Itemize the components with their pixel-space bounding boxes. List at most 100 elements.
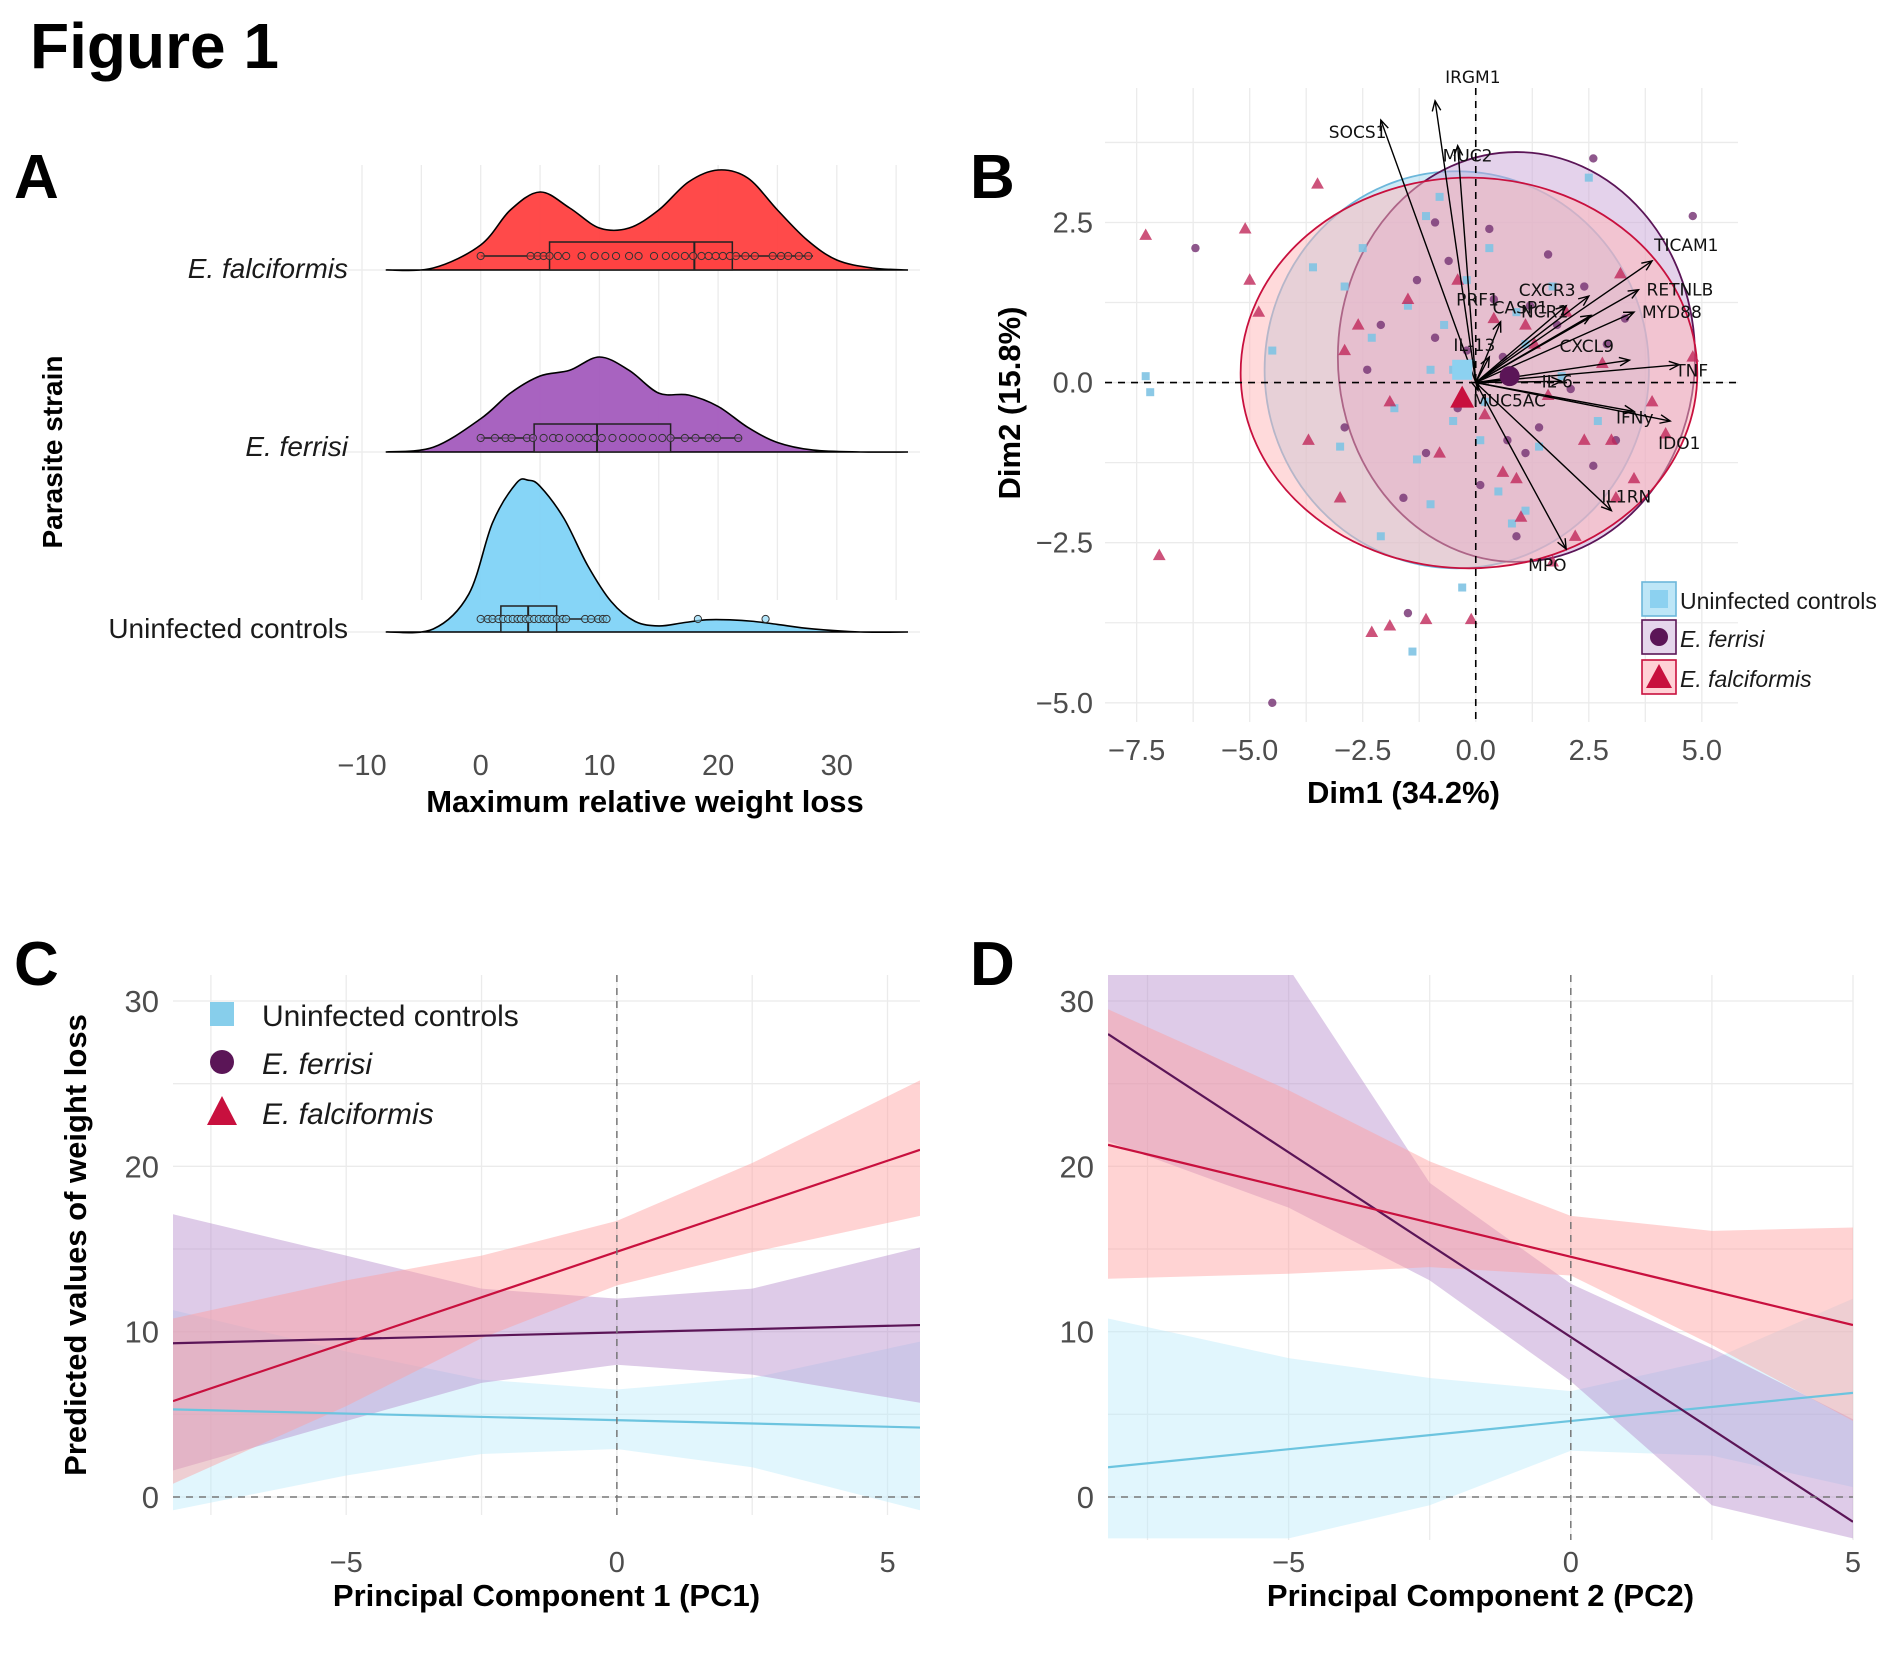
arrow-head — [1492, 320, 1502, 333]
data-point-ferrisi — [1489, 295, 1499, 304]
data-point — [697, 251, 706, 261]
data-point-falciformis — [1139, 228, 1153, 240]
data-point-falciformis — [1243, 273, 1257, 285]
data-point-falciformis — [1152, 548, 1166, 561]
confidence-band — [1108, 1009, 1853, 1421]
data-point — [638, 433, 647, 443]
arrow-head — [1668, 360, 1682, 371]
data-point — [554, 433, 564, 443]
data-point-ferrisi — [1421, 448, 1431, 458]
data-point-uninfected — [1412, 455, 1421, 464]
loading-label: TNF — [1674, 362, 1708, 382]
data-point — [507, 433, 516, 443]
data-point — [804, 251, 813, 261]
panel-c: C −5 0 5 0 10 20 30 Principal Component 1 (PC1)… — [14, 930, 920, 1613]
panel-a-letter: A — [14, 143, 59, 212]
loading-label: CASP1 — [1493, 299, 1548, 319]
data-point — [680, 251, 689, 261]
x-axis-title: Principal Component 2 (PC2) — [1267, 1578, 1694, 1613]
data-point-uninfected — [1485, 244, 1494, 253]
loading-arrow — [1475, 356, 1490, 383]
data-point-ferrisi — [1430, 218, 1440, 227]
data-point — [602, 614, 611, 624]
y-tick-label: 20 — [1060, 1149, 1094, 1184]
data-point-uninfected — [1390, 404, 1399, 413]
category-label: E. falciformis — [188, 253, 348, 284]
data-point — [526, 251, 535, 261]
y-axis-title: Dim2 (15.8%) — [992, 307, 1027, 500]
data-point-uninfected — [1557, 372, 1566, 381]
prediction-line — [1108, 1391, 1853, 1469]
prediction-line — [173, 1323, 920, 1345]
x-axis-title: Maximum relative weight loss — [426, 784, 864, 819]
data-point — [761, 614, 770, 624]
data-point — [784, 251, 793, 261]
loading-arrow — [1475, 380, 1562, 384]
x-tick-label: 0 — [609, 1547, 625, 1579]
loading-label: IL1RN — [1601, 488, 1651, 508]
loading-label: NCR1 — [1521, 302, 1568, 322]
data-point-ferrisi — [1363, 365, 1372, 374]
y-tick-label: 0 — [1077, 1480, 1094, 1515]
loading-label: MPO — [1528, 556, 1566, 576]
arrow-head — [1641, 259, 1654, 271]
confidence-band — [173, 1214, 920, 1471]
data-point-uninfected — [1336, 442, 1345, 451]
loading-label: CXCR3 — [1519, 281, 1576, 301]
loading-label: MUC2 — [1443, 147, 1493, 167]
data-point-falciformis — [1252, 305, 1266, 317]
data-point-ferrisi — [1430, 333, 1440, 342]
x-tick-label: −10 — [337, 750, 386, 782]
data-point-uninfected — [1548, 282, 1557, 291]
arrow-head — [1618, 356, 1632, 367]
data-point-ferrisi — [1403, 608, 1413, 618]
x-tick-label: 2.5 — [1569, 735, 1609, 767]
data-point — [476, 433, 485, 443]
y-tick-label: 10 — [125, 1315, 159, 1350]
data-point-uninfected — [1449, 417, 1458, 426]
data-point-uninfected — [1521, 506, 1530, 515]
data-point-falciformis — [1514, 510, 1528, 522]
data-point-uninfected — [1458, 583, 1467, 592]
figure-title: Figure 1 — [30, 10, 279, 82]
data-point-ferrisi — [1602, 339, 1612, 349]
panel-d: D −5 0 5 0 10 20 30 Principal Component 2 (PC2) — [970, 930, 1861, 1613]
data-point-falciformis — [1686, 350, 1700, 362]
data-point-ferrisi — [1566, 384, 1575, 394]
panel-c-letter: C — [14, 930, 59, 999]
loading-label: PRF1 — [1456, 291, 1499, 311]
legend-key-square — [210, 1002, 234, 1026]
data-point-ferrisi — [1534, 423, 1544, 432]
loading-label: IL-6 — [1542, 372, 1573, 392]
arrow-head — [1551, 376, 1564, 387]
data-point-uninfected — [1507, 519, 1516, 528]
arrow-head — [1580, 314, 1593, 325]
loading-label: CXCL9 — [1559, 337, 1613, 357]
data-point-falciformis — [1645, 394, 1659, 407]
data-point-falciformis — [1419, 612, 1433, 625]
arrow-head — [1600, 500, 1613, 512]
data-point-falciformis — [1559, 305, 1573, 317]
data-point — [608, 433, 617, 443]
data-point-falciformis — [1401, 292, 1415, 304]
data-point-uninfected — [1435, 192, 1444, 201]
data-point — [661, 251, 670, 261]
arrow-head — [1627, 288, 1641, 299]
data-point-ferrisi — [1340, 423, 1349, 432]
data-point — [562, 251, 571, 261]
data-point-falciformis — [1238, 222, 1252, 234]
data-point — [689, 251, 698, 261]
data-point — [718, 251, 727, 261]
data-point-ferrisi — [1476, 480, 1485, 490]
y-tick-label: −5.0 — [1036, 688, 1093, 720]
data-point-falciformis — [1487, 311, 1501, 324]
data-point-falciformis — [1338, 343, 1352, 356]
arrow-head — [1379, 118, 1389, 132]
data-point-falciformis — [1302, 433, 1315, 445]
loading-arrow — [1475, 305, 1567, 384]
arrow-head — [1557, 538, 1568, 551]
data-point — [711, 251, 720, 261]
x-axis-title: Dim1 (34.2%) — [1307, 775, 1500, 810]
data-point — [590, 433, 599, 443]
